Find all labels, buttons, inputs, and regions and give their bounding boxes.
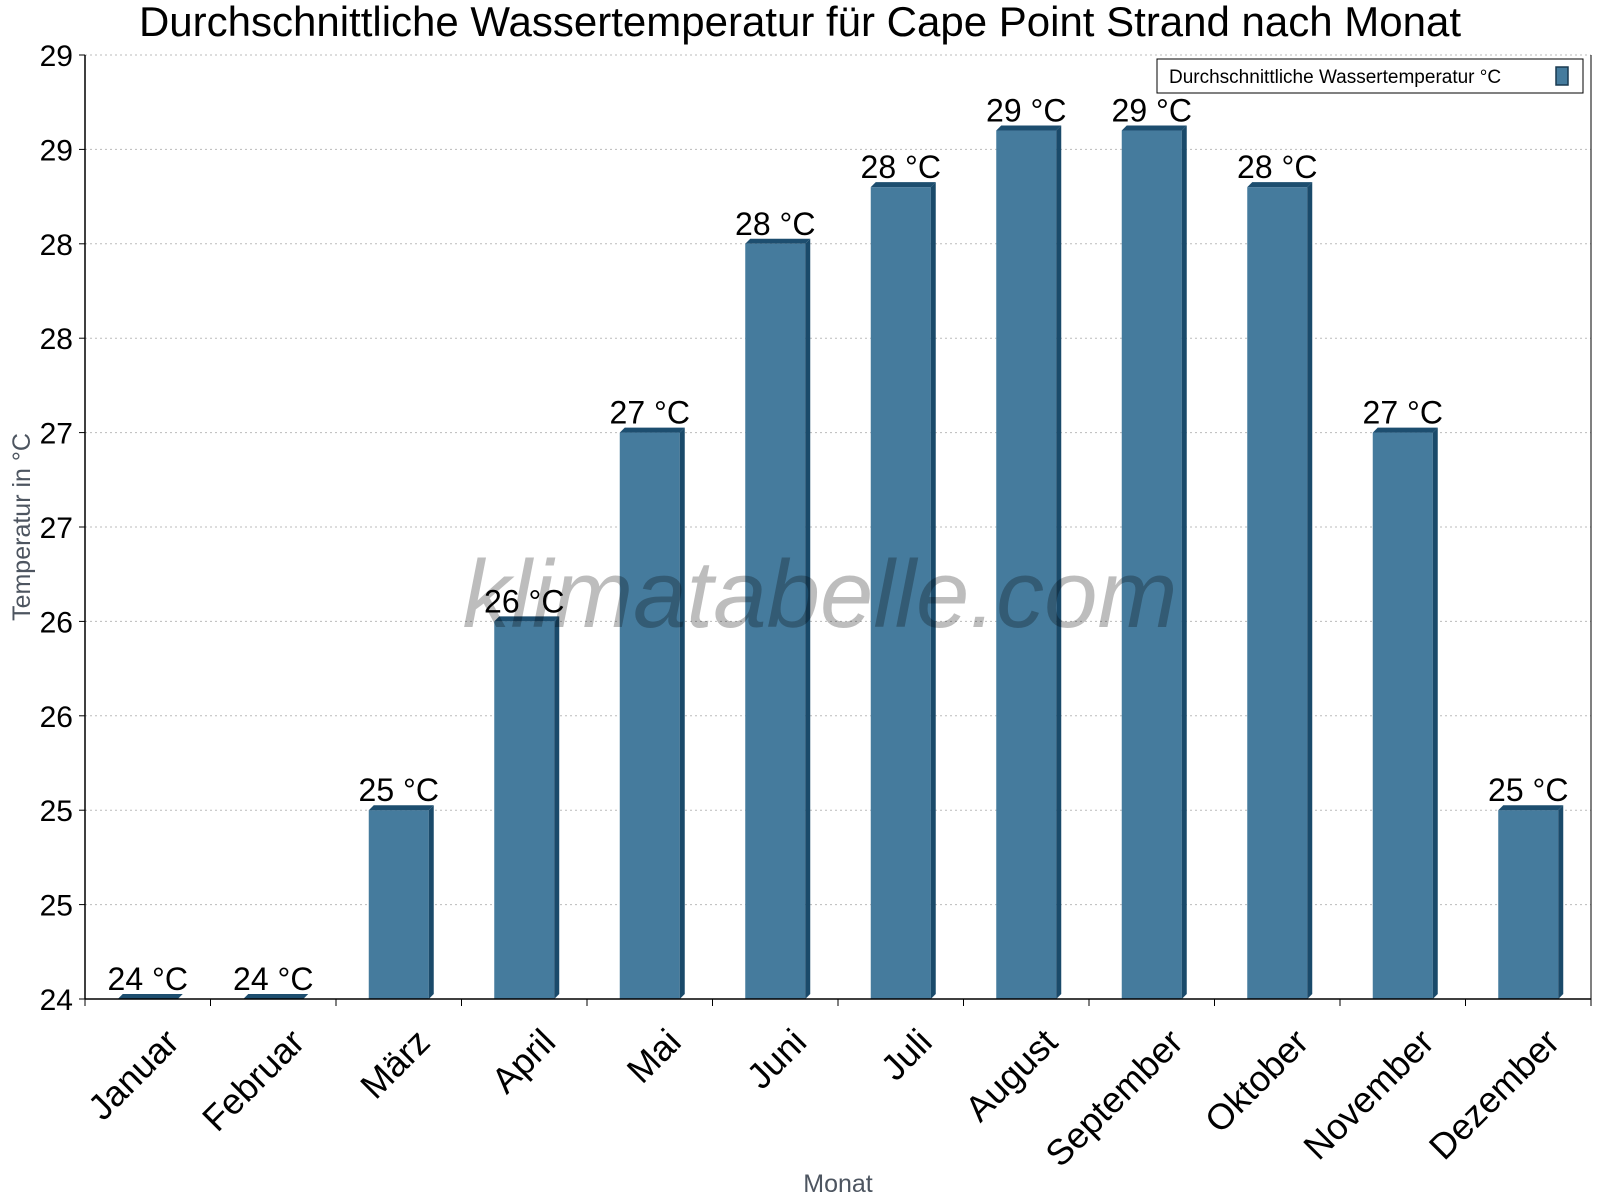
bar-front (619, 432, 680, 1000)
y-tick-label: 27 (40, 418, 73, 451)
bar (117, 994, 183, 999)
x-tick-label: September (1037, 1021, 1191, 1175)
bar-side (1307, 182, 1313, 999)
x-axis-title: Monat (803, 1170, 873, 1198)
data-labels: 24 °C 24 °C 25 °C 26 °C 27 °C 28 °C 28 °C 29 °C… (108, 93, 1569, 997)
bar (996, 125, 1062, 999)
gridlines (85, 54, 1591, 906)
bar-front (1498, 810, 1559, 999)
bar-front (1247, 187, 1308, 999)
y-axis-ticks: 24 25 25 26 26 27 27 28 28 29 29 (40, 40, 85, 1017)
chart-title: Durchschnittliche Wassertemperatur für C… (139, 0, 1461, 45)
bar (1372, 427, 1438, 1000)
x-tick-label: Februar (194, 1021, 312, 1139)
bar-side (805, 238, 811, 1000)
bar-front (1372, 432, 1433, 1000)
data-label: 24 °C (108, 961, 188, 997)
y-tick-label: 25 (40, 795, 73, 828)
bar-side (1558, 805, 1564, 999)
bar-side (1432, 427, 1438, 1000)
bar (1498, 805, 1564, 999)
y-tick-label: 28 (40, 229, 73, 262)
bar-side (1181, 125, 1187, 999)
bar-top (1372, 427, 1438, 433)
bar-front (745, 243, 806, 1000)
bar-front (494, 621, 555, 999)
bar (745, 238, 811, 1000)
bar-top (996, 125, 1062, 131)
bar (619, 427, 685, 1000)
bar-front (368, 810, 429, 999)
legend: Durchschnittliche Wassertemperatur °C (1156, 58, 1584, 94)
x-tick-label: Juni (738, 1021, 814, 1097)
data-label: 29 °C (986, 93, 1066, 129)
x-tick-label: Oktober (1197, 1021, 1317, 1141)
data-label: 28 °C (1237, 149, 1317, 185)
data-label: 28 °C (861, 149, 941, 185)
bar (368, 805, 434, 999)
y-tick-label: 27 (40, 512, 73, 545)
y-tick-label: 29 (40, 40, 73, 73)
bar-top (494, 616, 560, 622)
data-label: 28 °C (735, 206, 815, 242)
bar-side (428, 805, 434, 999)
bar-top (117, 994, 183, 999)
x-tick-label: August (957, 1021, 1065, 1129)
data-label: 29 °C (1112, 93, 1192, 129)
legend-box (1156, 58, 1584, 94)
y-tick-label: 24 (40, 984, 73, 1017)
bar-front (996, 130, 1057, 999)
y-axis-title: Temperatur in °C (8, 433, 36, 621)
x-tick-label: März (352, 1021, 438, 1107)
y-tick-label: 26 (40, 606, 73, 639)
bar (1121, 125, 1187, 999)
bar-top (870, 182, 936, 188)
bar-front (1121, 130, 1182, 999)
y-tick-label: 29 (40, 134, 73, 167)
x-tick-label: Mai (619, 1021, 689, 1091)
y-tick-label: 25 (40, 890, 73, 923)
x-tick-label: November (1295, 1021, 1441, 1167)
data-label: 27 °C (610, 395, 690, 431)
x-tick-label: Juli (872, 1021, 939, 1088)
x-axis-ticks: Januar Februar März April Mai Juni Juli AugustS… (80, 999, 1592, 1175)
bar-top (243, 994, 309, 999)
bar-top (619, 427, 685, 433)
bars (117, 125, 1564, 1000)
x-tick-label: Januar (80, 1021, 187, 1128)
bar-top (1498, 805, 1564, 811)
bar (243, 994, 309, 999)
legend-label: Durchschnittliche Wassertemperatur °C (1169, 67, 1501, 88)
y-tick-label: 28 (40, 323, 73, 356)
legend-swatch (1555, 66, 1569, 86)
x-tick-label: Dezember (1421, 1021, 1567, 1167)
bar-top (1121, 125, 1187, 131)
bar-side (554, 616, 560, 999)
data-label: 24 °C (233, 961, 313, 997)
bar-side (930, 182, 936, 999)
bar-front (870, 187, 931, 999)
bar-side (1056, 125, 1062, 999)
watermark: klimatabelle.com (463, 541, 1178, 648)
bar-top (1247, 182, 1313, 188)
bar-top (745, 238, 811, 244)
bar-top (368, 805, 434, 811)
y-tick-label: 26 (40, 701, 73, 734)
data-label: 25 °C (1488, 772, 1568, 808)
data-label: 26 °C (484, 583, 564, 619)
data-label: 27 °C (1363, 395, 1443, 431)
bar (494, 616, 560, 999)
bar-side (679, 427, 685, 1000)
bar (1247, 182, 1313, 999)
data-label: 25 °C (359, 772, 439, 808)
x-tick-label: April (483, 1021, 563, 1101)
bar (870, 182, 936, 999)
